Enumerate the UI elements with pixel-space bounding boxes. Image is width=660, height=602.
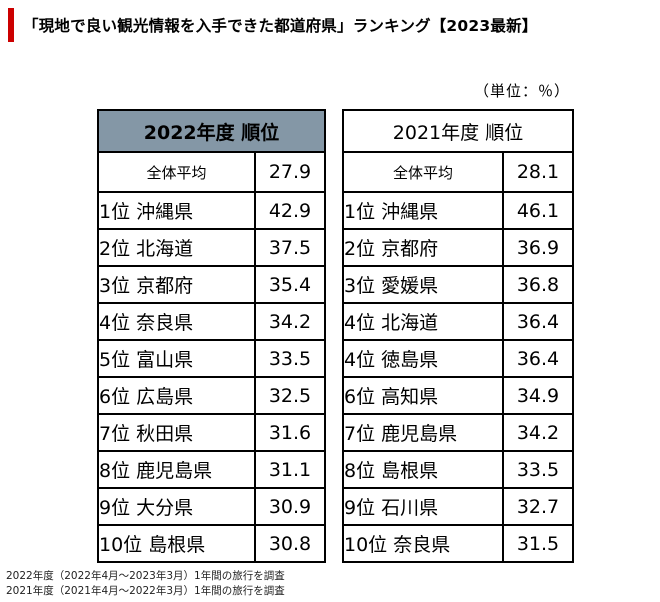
- footnotes: 2022年度（2022年4月～2023年3月）1年間の旅行を調査 2021年度（…: [6, 569, 285, 599]
- value-cell: 30.9: [254, 487, 326, 526]
- rank-cell: 4位 徳島県: [342, 339, 504, 378]
- footnote-2022: 2022年度（2022年4月～2023年3月）1年間の旅行を調査: [6, 570, 285, 582]
- table-header-2022: 2022年度 順位: [97, 109, 326, 153]
- rank-cell: 2位 北海道: [97, 228, 256, 267]
- value-cell: 36.8: [502, 265, 574, 304]
- table-row: 2位 北海道 37.5: [97, 228, 326, 267]
- ranking-table-2022: 2022年度 順位 全体平均 27.9 1位 沖縄県 42.9 2位 北海道 37.…: [97, 109, 326, 563]
- value-cell: 46.1: [502, 191, 574, 230]
- rank-cell: 1位 沖縄県: [97, 191, 256, 230]
- rank-cell: 7位 秋田県: [97, 413, 256, 452]
- rank-cell: 3位 京都府: [97, 265, 256, 304]
- value-cell: 31.5: [502, 524, 574, 563]
- table-row: 3位 愛媛県 36.8: [342, 265, 574, 304]
- ranking-table-2021: 2021年度 順位 全体平均 28.1 1位 沖縄県 46.1 2位 京都府 36.…: [342, 109, 574, 563]
- average-row: 全体平均 28.1: [342, 151, 574, 193]
- table-row: 4位 徳島県 36.4: [342, 339, 574, 378]
- value-cell: 33.5: [254, 339, 326, 378]
- value-cell: 42.9: [254, 191, 326, 230]
- rank-cell: 4位 北海道: [342, 302, 504, 341]
- table-row: 4位 奈良県 34.2: [97, 302, 326, 341]
- table-header-2021: 2021年度 順位: [342, 109, 574, 153]
- table-row: 1位 沖縄県 46.1: [342, 191, 574, 230]
- rank-cell: 5位 富山県: [97, 339, 256, 378]
- table-row: 6位 高知県 34.9: [342, 376, 574, 415]
- rank-cell: 6位 広島県: [97, 376, 256, 415]
- rank-cell: 8位 鹿児島県: [97, 450, 256, 489]
- unit-label: （単位：％）: [473, 82, 570, 100]
- value-cell: 34.9: [502, 376, 574, 415]
- table-row: 1位 沖縄県 42.9: [97, 191, 326, 230]
- table-row: 10位 奈良県 31.5: [342, 524, 574, 563]
- page-title: 「現地で良い観光情報を入手できた都道府県」ランキング【2023最新】: [23, 17, 538, 35]
- rank-cell: 3位 愛媛県: [342, 265, 504, 304]
- value-cell: 33.5: [502, 450, 574, 489]
- table-row: 8位 島根県 33.5: [342, 450, 574, 489]
- value-cell: 30.8: [254, 524, 326, 563]
- table-row: 8位 鹿児島県 31.1: [97, 450, 326, 489]
- rank-cell: 8位 島根県: [342, 450, 504, 489]
- average-value: 28.1: [502, 151, 574, 193]
- title-accent-bar: [8, 8, 14, 42]
- table-row: 4位 北海道 36.4: [342, 302, 574, 341]
- rank-cell: 1位 沖縄県: [342, 191, 504, 230]
- value-cell: 36.9: [502, 228, 574, 267]
- average-label: 全体平均: [342, 151, 504, 193]
- table-row: 3位 京都府 35.4: [97, 265, 326, 304]
- average-value: 27.9: [254, 151, 326, 193]
- value-cell: 34.2: [502, 413, 574, 452]
- table-row: 10位 島根県 30.8: [97, 524, 326, 563]
- value-cell: 34.2: [254, 302, 326, 341]
- value-cell: 37.5: [254, 228, 326, 267]
- table-row: 9位 石川県 32.7: [342, 487, 574, 526]
- value-cell: 32.7: [502, 487, 574, 526]
- average-label: 全体平均: [97, 151, 256, 193]
- table-row: 7位 鹿児島県 34.2: [342, 413, 574, 452]
- table-row: 7位 秋田県 31.6: [97, 413, 326, 452]
- value-cell: 31.1: [254, 450, 326, 489]
- value-cell: 31.6: [254, 413, 326, 452]
- average-row: 全体平均 27.9: [97, 151, 326, 193]
- rank-cell: 7位 鹿児島県: [342, 413, 504, 452]
- rank-cell: 10位 奈良県: [342, 524, 504, 563]
- footnote-2021: 2021年度（2021年4月～2022年3月）1年間の旅行を調査: [6, 585, 285, 597]
- value-cell: 36.4: [502, 339, 574, 378]
- rank-cell: 6位 高知県: [342, 376, 504, 415]
- table-row: 2位 京都府 36.9: [342, 228, 574, 267]
- table-row: 6位 広島県 32.5: [97, 376, 326, 415]
- rank-cell: 9位 石川県: [342, 487, 504, 526]
- page-header: 「現地で良い観光情報を入手できた都道府県」ランキング【2023最新】: [8, 8, 654, 42]
- rank-cell: 4位 奈良県: [97, 302, 256, 341]
- table-row: 5位 富山県 33.5: [97, 339, 326, 378]
- value-cell: 32.5: [254, 376, 326, 415]
- table-row: 9位 大分県 30.9: [97, 487, 326, 526]
- value-cell: 35.4: [254, 265, 326, 304]
- rank-cell: 10位 島根県: [97, 524, 256, 563]
- rank-cell: 9位 大分県: [97, 487, 256, 526]
- rank-cell: 2位 京都府: [342, 228, 504, 267]
- value-cell: 36.4: [502, 302, 574, 341]
